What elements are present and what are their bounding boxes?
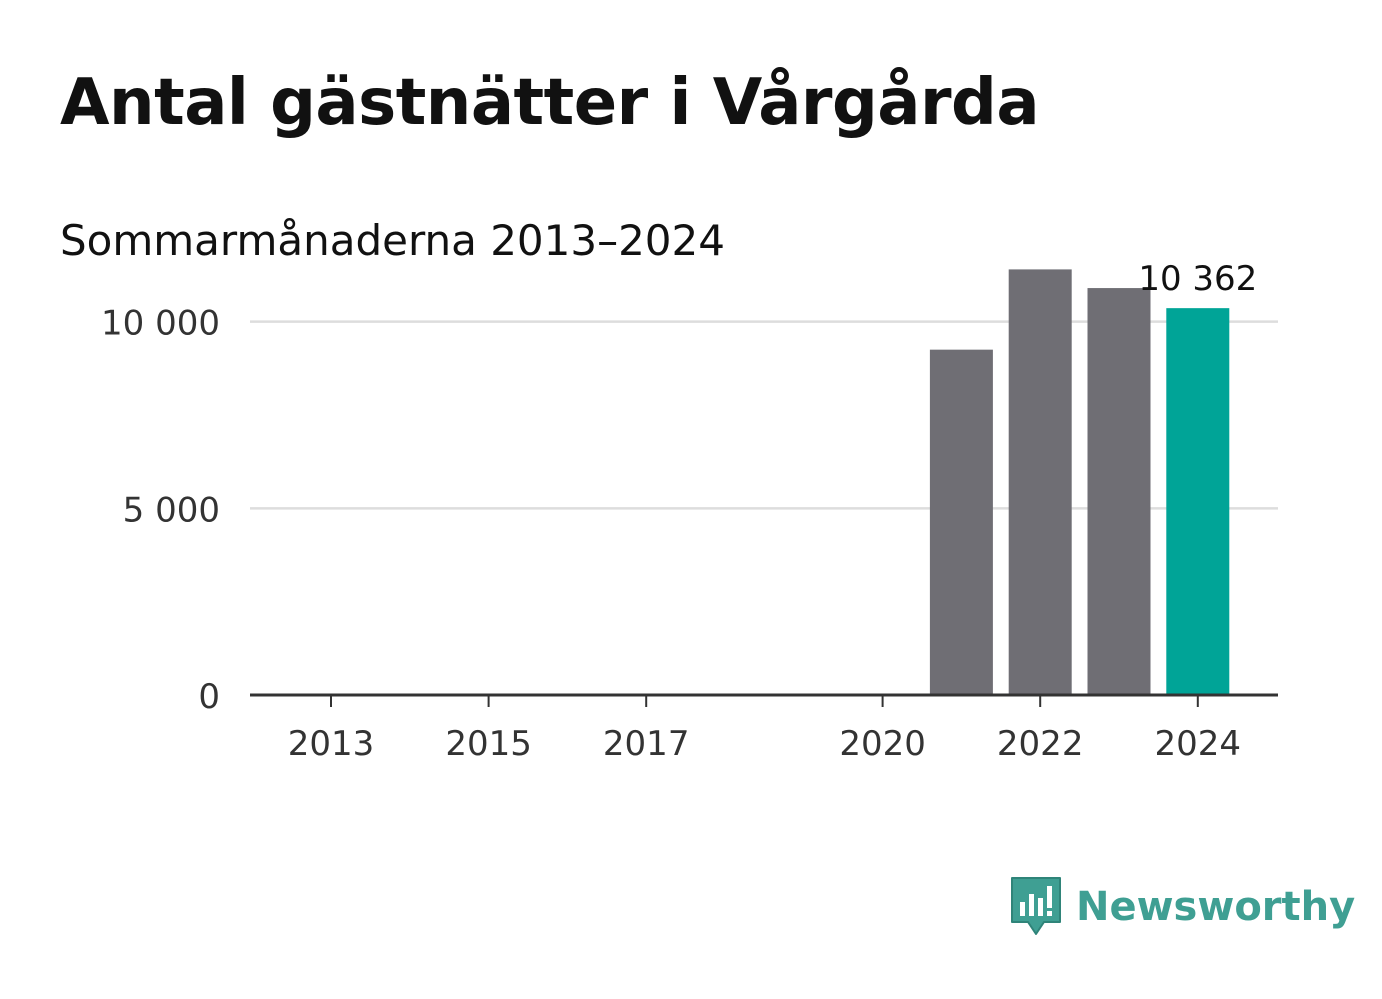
data-label-2024: 10 362 <box>1138 259 1257 299</box>
x-tick-label: 2015 <box>445 724 532 764</box>
x-tick-label: 2022 <box>997 724 1084 764</box>
chart-title: Antal gästnätter i Vårgårda <box>60 66 1040 140</box>
bar-2024 <box>1166 308 1230 695</box>
newsworthy-logo: Newsworthy <box>1010 876 1355 938</box>
bar-2022 <box>1008 269 1072 695</box>
y-tick-label: 0 <box>198 677 220 717</box>
labels: 0 5 000 10 000 2013 2015 2017 2020 2022 2024 10 3… <box>101 259 1257 764</box>
y-tick-label: 10 000 <box>101 304 220 344</box>
y-tick-label: 5 000 <box>123 490 220 530</box>
bar-chart: 0 5 000 10 000 2013 2015 2017 2020 2022 2024 10 3… <box>101 259 1278 764</box>
x-tick-label: 2020 <box>839 724 926 764</box>
chart-subtitle: Sommarmånaderna 2013–2024 <box>60 216 725 265</box>
axes <box>250 693 1278 707</box>
x-tick-label: 2024 <box>1155 724 1242 764</box>
bar-2023 <box>1087 288 1151 695</box>
chart-speech-bubble-icon <box>1011 877 1061 935</box>
bars <box>929 269 1230 695</box>
x-tick-label: 2013 <box>288 724 375 764</box>
x-tick-label: 2017 <box>603 724 690 764</box>
brand-name: Newsworthy <box>1076 884 1356 930</box>
bar-2021 <box>929 349 993 695</box>
